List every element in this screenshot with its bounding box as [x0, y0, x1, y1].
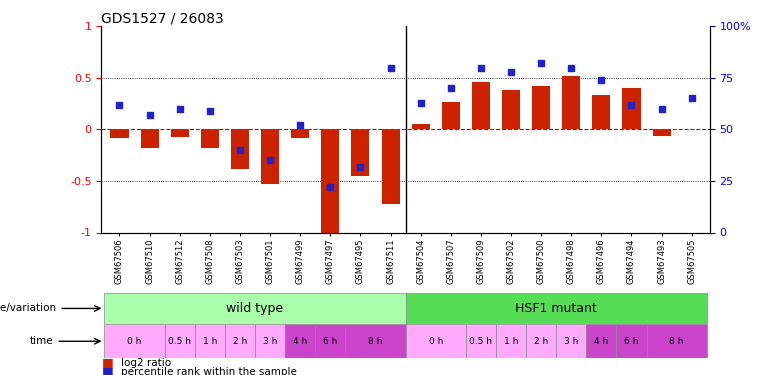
Text: 0.5 h: 0.5 h	[168, 337, 191, 346]
Text: 1 h: 1 h	[203, 337, 217, 346]
Bar	[225, 324, 255, 358]
Bar	[321, 129, 339, 235]
Point	[445, 85, 457, 91]
Text: 8 h: 8 h	[669, 337, 684, 346]
Text: 3 h: 3 h	[564, 337, 579, 346]
Point	[144, 112, 156, 118]
Text: 0 h: 0 h	[127, 337, 142, 346]
Point	[294, 122, 307, 128]
Bar	[592, 95, 611, 129]
Bar	[165, 324, 195, 358]
Point	[324, 184, 336, 190]
Point	[354, 164, 367, 170]
Bar	[406, 292, 707, 324]
Bar	[231, 129, 249, 169]
Bar	[195, 324, 225, 358]
Point	[655, 106, 668, 112]
Point	[686, 96, 698, 102]
Text: time: time	[30, 336, 53, 346]
Text: 1 h: 1 h	[504, 337, 518, 346]
Bar	[526, 324, 556, 358]
Text: percentile rank within the sample: percentile rank within the sample	[121, 367, 296, 375]
Bar	[105, 292, 406, 324]
Text: log2 ratio: log2 ratio	[121, 358, 171, 368]
Bar	[653, 129, 671, 136]
Text: ■: ■	[101, 357, 113, 369]
Point	[475, 64, 488, 70]
Point	[595, 77, 608, 83]
Point	[264, 158, 276, 164]
Text: 0.5 h: 0.5 h	[470, 337, 492, 346]
Text: HSF1 mutant: HSF1 mutant	[516, 302, 597, 315]
Bar	[200, 129, 219, 148]
Bar	[261, 129, 279, 184]
Point	[626, 102, 638, 108]
Text: wild type: wild type	[226, 302, 284, 315]
Bar	[496, 324, 526, 358]
Bar	[140, 129, 158, 148]
Point	[535, 60, 548, 66]
Bar	[315, 324, 346, 358]
Text: 2 h: 2 h	[534, 337, 548, 346]
Point	[234, 147, 246, 153]
Text: 8 h: 8 h	[368, 337, 383, 346]
Bar	[351, 129, 370, 176]
Point	[113, 102, 126, 108]
Bar	[616, 324, 647, 358]
Bar	[285, 324, 315, 358]
Bar	[171, 129, 189, 136]
Bar	[647, 324, 707, 358]
Bar	[441, 102, 460, 129]
Point	[385, 64, 397, 70]
Bar	[502, 90, 520, 129]
Text: 0 h: 0 h	[428, 337, 443, 346]
Point	[505, 69, 517, 75]
Bar	[622, 88, 640, 129]
Text: 6 h: 6 h	[323, 337, 338, 346]
Text: 4 h: 4 h	[594, 337, 608, 346]
Text: genotype/variation: genotype/variation	[0, 303, 56, 313]
Point	[173, 106, 186, 112]
Bar	[406, 324, 466, 358]
Bar	[472, 82, 490, 129]
Bar	[587, 324, 616, 358]
Bar	[346, 324, 406, 358]
Bar	[556, 324, 587, 358]
Text: 6 h: 6 h	[624, 337, 639, 346]
Point	[565, 64, 577, 70]
Bar	[532, 86, 550, 129]
Text: 4 h: 4 h	[293, 337, 307, 346]
Text: 3 h: 3 h	[263, 337, 277, 346]
Bar	[111, 129, 129, 138]
Bar	[412, 124, 430, 129]
Point	[414, 100, 427, 106]
Text: GDS1527 / 26083: GDS1527 / 26083	[101, 11, 224, 25]
Bar	[381, 129, 399, 204]
Bar	[291, 129, 309, 138]
Bar	[466, 324, 496, 358]
Point	[204, 108, 216, 114]
Text: 2 h: 2 h	[232, 337, 247, 346]
Bar	[562, 76, 580, 129]
Bar	[105, 324, 165, 358]
Text: ■: ■	[101, 366, 113, 375]
Bar	[255, 324, 285, 358]
